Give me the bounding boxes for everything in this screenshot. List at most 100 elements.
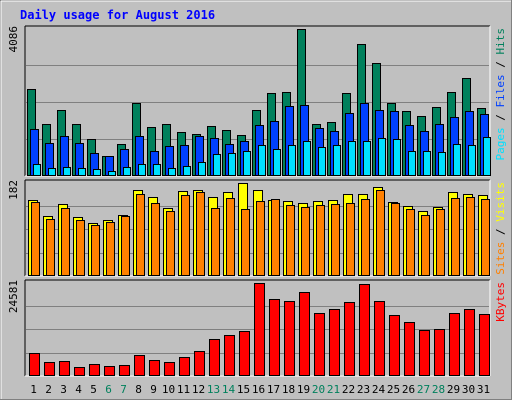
bar-pages-day-20 [318, 147, 326, 176]
bar-pages-day-23 [363, 141, 371, 176]
bar-pages-day-1 [33, 164, 41, 176]
bar-kbytes-day-4 [74, 367, 85, 376]
bar-sites-day-25 [391, 203, 400, 276]
day-label-17: 17 [267, 383, 280, 396]
panel-kbytes: 24581 KBytes [7, 279, 507, 377]
bar-kbytes-day-28 [434, 329, 445, 376]
day-label-13: 13 [207, 383, 220, 396]
day-label-30: 30 [462, 383, 475, 396]
legend-files: Files [494, 74, 507, 107]
bar-pages-day-31 [483, 137, 491, 176]
series-pages [33, 137, 491, 176]
bar-kbytes-day-17 [269, 299, 280, 376]
legend-kbytes: KBytes [494, 282, 507, 322]
bar-sites-day-9 [151, 203, 160, 276]
bar-kbytes-day-2 [44, 362, 55, 376]
bar-pages-day-4 [78, 168, 86, 176]
bar-pages-day-30 [468, 145, 476, 176]
bar-sites-day-1 [31, 202, 40, 276]
bar-pages-day-16 [258, 145, 266, 176]
bar-kbytes-day-26 [404, 322, 415, 376]
day-label-24: 24 [372, 383, 386, 396]
bar-sites-day-23 [361, 199, 370, 276]
day-label-18: 18 [282, 383, 295, 396]
legend-sep: / [494, 222, 507, 242]
chart-title: Daily usage for August 2016 [20, 8, 215, 22]
day-labels: 1 2 3 4 5 6 7 8 9 10 11 12 13 14 15 16 17 18 19 20 21 22 23 24 2… [30, 383, 490, 396]
panel-visits-sites: 182 Sites / Visits [7, 179, 507, 277]
max-label-kbytes: 24581 [7, 280, 20, 313]
bar-sites-day-29 [451, 198, 460, 276]
bar-kbytes-day-9 [149, 360, 160, 376]
day-label-15: 15 [237, 383, 250, 396]
bar-sites-day-2 [46, 219, 55, 276]
day-label-8: 8 [135, 383, 142, 396]
bar-sites-day-7 [121, 216, 130, 276]
bar-sites-day-22 [346, 203, 355, 276]
bar-pages-day-19 [303, 141, 311, 176]
bar-pages-day-18 [288, 145, 296, 176]
bar-kbytes-day-23 [359, 284, 370, 376]
bar-kbytes-day-11 [179, 357, 190, 376]
bar-kbytes-day-27 [419, 330, 430, 376]
bar-pages-day-6 [108, 171, 116, 176]
day-label-12: 12 [192, 383, 205, 396]
legend-pages: Pages [494, 127, 507, 160]
bar-pages-day-5 [93, 169, 101, 176]
bar-pages-day-11 [183, 166, 191, 176]
bar-sites-day-17 [271, 199, 280, 276]
bar-sites-day-18 [286, 205, 295, 276]
bar-kbytes-day-10 [164, 362, 175, 376]
bar-sites-day-27 [421, 215, 430, 276]
day-label-26: 26 [402, 383, 415, 396]
series-kbytes [29, 283, 490, 376]
bar-pages-day-14 [228, 153, 236, 176]
day-label-29: 29 [447, 383, 460, 396]
max-label-visits-sites: 182 [7, 180, 20, 200]
series-sites [31, 190, 490, 276]
day-label-5: 5 [90, 383, 97, 396]
bar-kbytes-day-12 [194, 351, 205, 376]
bar-pages-day-7 [123, 167, 131, 176]
day-label-19: 19 [297, 383, 310, 396]
panel-hits-files-pages: 4086 Pages / Files / Hits [7, 25, 507, 177]
day-label-16: 16 [252, 383, 265, 396]
day-label-4: 4 [75, 383, 82, 396]
bar-kbytes-day-31 [479, 314, 490, 376]
bar-sites-day-6 [106, 222, 115, 276]
bar-sites-day-10 [166, 211, 175, 276]
bar-pages-day-2 [48, 168, 56, 176]
day-label-1: 1 [30, 383, 37, 396]
bar-pages-day-17 [273, 149, 281, 176]
bar-pages-day-15 [243, 151, 251, 176]
legend-sites: Sites [494, 242, 507, 275]
bar-kbytes-day-20 [314, 313, 325, 376]
legend-hits: Hits [494, 28, 507, 55]
bar-kbytes-day-29 [449, 313, 460, 376]
bar-kbytes-day-19 [299, 292, 310, 376]
bar-sites-day-24 [376, 190, 385, 276]
day-label-28: 28 [432, 383, 445, 396]
day-label-11: 11 [177, 383, 190, 396]
bar-kbytes-day-6 [104, 366, 115, 376]
bar-sites-day-3 [61, 208, 70, 276]
bar-sites-day-21 [331, 204, 340, 276]
bar-sites-day-11 [181, 195, 190, 276]
bar-pages-day-26 [408, 151, 416, 176]
bar-sites-day-26 [406, 209, 415, 276]
legend-hits-files-pages: Pages / Files / Hits [494, 28, 507, 161]
bar-pages-day-24 [378, 138, 386, 176]
legend-kbytes: KBytes [494, 282, 507, 322]
bar-kbytes-day-13 [209, 339, 220, 376]
bar-pages-day-27 [423, 151, 431, 176]
bar-sites-day-28 [436, 209, 445, 276]
bar-kbytes-day-21 [329, 309, 340, 376]
day-label-2: 2 [45, 383, 52, 396]
bar-pages-day-12 [198, 162, 206, 176]
panels-layer: 4086 Pages / Files / Hits 182 Sites / Visit… [7, 25, 507, 377]
bar-sites-day-20 [316, 205, 325, 276]
bar-kbytes-day-22 [344, 302, 355, 376]
max-label-hits-files-pages: 4086 [7, 26, 20, 53]
